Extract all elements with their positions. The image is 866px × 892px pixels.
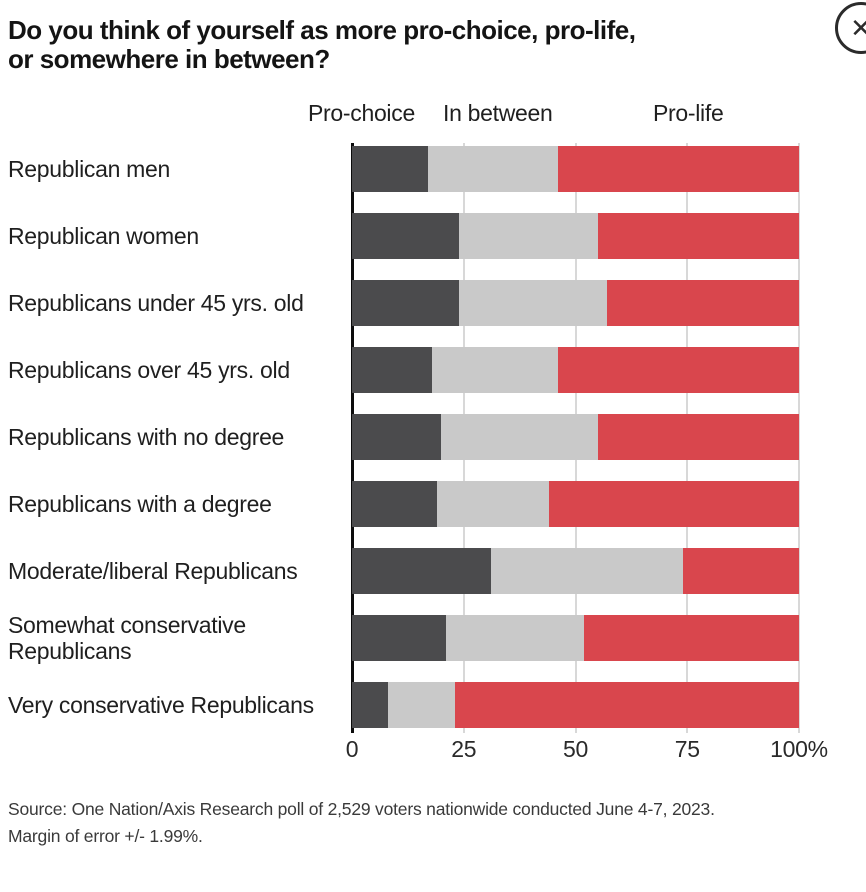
- bar-segment-pro-choice: [352, 481, 437, 528]
- bar-track: [352, 682, 799, 729]
- bar-segment-pro-life: [597, 414, 799, 461]
- bar-track: [352, 347, 799, 394]
- chart-title: Do you think of yourself as more pro-cho…: [0, 0, 866, 74]
- chart-row: Republicans under 45 yrs. old: [0, 280, 866, 327]
- circle-x-icon: ✕: [850, 13, 866, 43]
- chart-rows: Republican men Republican women Republican…: [0, 146, 866, 729]
- x-tick-label: 50: [563, 736, 588, 763]
- bar-track: [352, 414, 799, 461]
- bar-segment-in-between: [441, 414, 598, 461]
- bar-segment-in-between: [459, 280, 607, 327]
- bar-track: [352, 481, 799, 528]
- source-line2: Margin of error +/- 1.99%.: [8, 826, 203, 847]
- chart-row: Moderate/liberal Republicans: [0, 548, 866, 595]
- category-label: Republicans over 45 yrs. old: [8, 357, 290, 384]
- chart-row: Republican men: [0, 146, 866, 193]
- bar-segment-pro-life: [454, 682, 799, 729]
- bar-segment-in-between: [427, 146, 558, 193]
- bar-segment-pro-life: [548, 481, 799, 528]
- category-label: Republicans with no degree: [8, 424, 285, 451]
- bar-segment-in-between: [490, 548, 683, 595]
- x-tick-label: 75: [674, 736, 700, 763]
- bar-segment-pro-choice: [352, 213, 460, 260]
- bar-segment-in-between: [436, 481, 549, 528]
- bar-segment-pro-life: [557, 347, 799, 394]
- bar-segment-pro-life: [557, 146, 799, 193]
- category-label: Moderate/liberal Republicans: [8, 558, 298, 585]
- x-tick-label: 0: [345, 736, 359, 763]
- category-label: Republican women: [8, 223, 199, 250]
- x-axis-ticks: 0 25 50 75 100%: [346, 736, 828, 768]
- category-label: Republicans with a degree: [8, 491, 272, 518]
- x-tick-label: 100%: [770, 736, 828, 763]
- bar-segment-pro-choice: [352, 615, 446, 662]
- bar-segment-pro-choice: [352, 280, 460, 327]
- bar-segment-pro-life: [606, 280, 799, 327]
- category-label: Republican men: [8, 156, 171, 183]
- category-label: Very conservative Republicans: [8, 692, 314, 719]
- bar-segment-pro-choice: [352, 347, 433, 394]
- bar-segment-in-between: [387, 682, 455, 729]
- chart-title-line1: Do you think of yourself as more pro-cho…: [8, 15, 636, 45]
- chart-row: Republicans with a degree: [0, 481, 866, 528]
- category-label: Republicans under 45 yrs. old: [8, 290, 304, 317]
- bar-segment-pro-choice: [352, 414, 442, 461]
- bar-segment-pro-choice: [352, 682, 388, 729]
- bar-segment-pro-life: [597, 213, 799, 260]
- source-note: Source: One Nation/Axis Research poll of…: [8, 796, 858, 850]
- chart-title-line2: or somewhere in between?: [8, 44, 330, 75]
- chart-row: Republicans over 45 yrs. old: [0, 347, 866, 394]
- bar-track: [352, 146, 799, 193]
- bar-segment-in-between: [445, 615, 585, 662]
- source-line1: Source: One Nation/Axis Research poll of…: [8, 799, 715, 820]
- bar-segment-in-between: [459, 213, 598, 260]
- chart-row: Very conservative Republicans: [0, 682, 866, 729]
- legend: Pro-choice In between Pro-life: [0, 100, 866, 134]
- bar-segment-in-between: [432, 347, 558, 394]
- bar-track: [352, 213, 799, 260]
- stacked-bar-chart: Republican men Republican women Republican…: [0, 143, 866, 734]
- bar-track: [352, 548, 799, 595]
- bar-segment-pro-choice: [352, 548, 491, 595]
- gridline-100: [798, 143, 800, 734]
- legend-label-in-between: In between: [443, 100, 553, 127]
- bar-segment-pro-life: [682, 548, 799, 595]
- bar-track: [352, 280, 799, 327]
- chart-row: Republicans with no degree: [0, 414, 866, 461]
- bar-segment-pro-choice: [352, 146, 428, 193]
- category-label: Somewhat conservative Republicans: [8, 612, 246, 665]
- chart-row: Republican women: [0, 213, 866, 260]
- x-tick-label: 25: [451, 736, 477, 763]
- legend-label-pro-choice: Pro-choice: [308, 100, 415, 127]
- chart-row: Somewhat conservative Republicans: [0, 612, 866, 665]
- bar-track: [352, 615, 799, 662]
- bar-segment-pro-life: [584, 615, 799, 662]
- legend-label-pro-life: Pro-life: [653, 100, 724, 127]
